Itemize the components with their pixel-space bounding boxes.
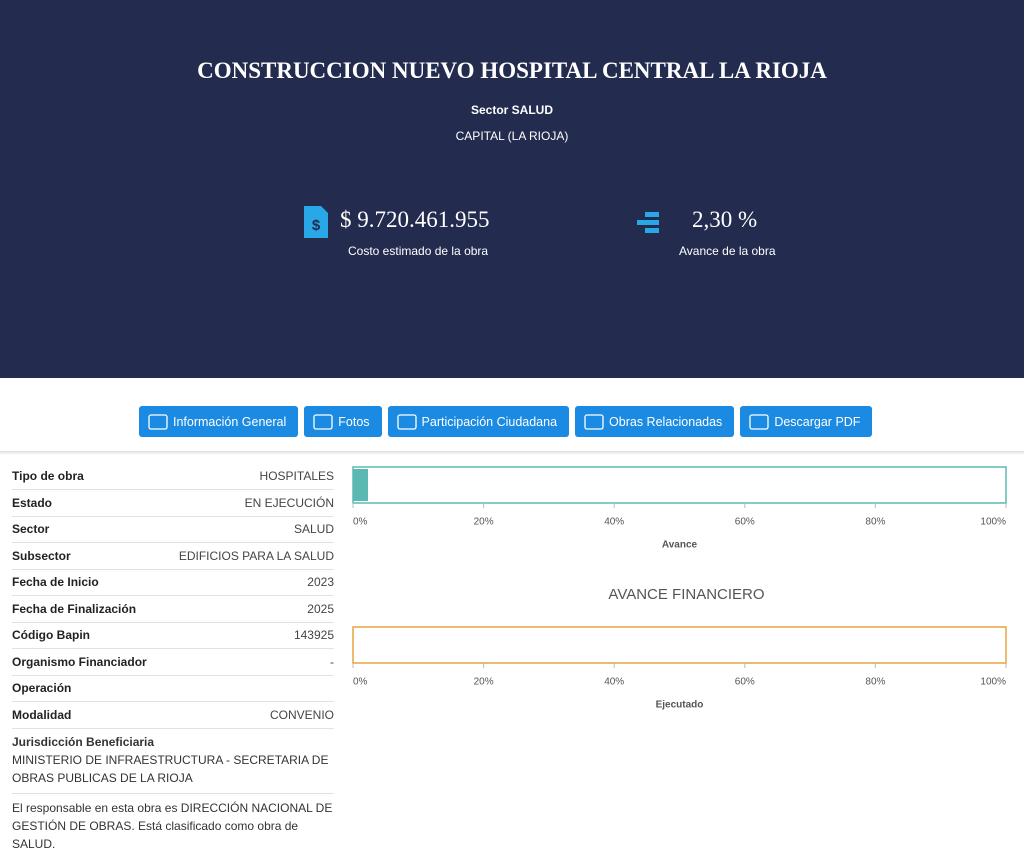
tab-button[interactable]: Obras Relacionadas <box>575 406 735 437</box>
x-tick-label: 80% <box>865 677 885 688</box>
detail-label: Fecha de Inicio <box>12 575 99 589</box>
bar-frame <box>352 626 1007 664</box>
project-title: CONSTRUCCION NUEVO HOSPITAL CENTRAL LA R… <box>197 58 827 83</box>
detail-row: Estado EN EJECUCIÓN <box>12 490 334 517</box>
jurisdiction: Jurisdicción Beneficiaria MINISTERIO DE … <box>12 733 334 794</box>
detail-row: Sector SALUD <box>12 516 334 543</box>
detail-value: SALUD <box>293 522 334 536</box>
x-tick-label: 100% <box>980 677 1006 688</box>
note: El responsable en esta obra es DIRECCIÓN… <box>12 801 333 851</box>
detail-label: Modalidad <box>12 707 72 722</box>
tab-icon <box>749 413 769 430</box>
detail-label: Código Bapin <box>12 628 90 642</box>
svg-text:$: $ <box>312 217 321 234</box>
detail-label: Fecha de Finalización <box>12 601 137 616</box>
tab-label: Información General <box>173 414 287 429</box>
detail-row: Código Bapin 143925 <box>12 622 334 649</box>
x-tick-label: 20% <box>474 517 494 528</box>
tab-label: Participación Ciudadana <box>421 414 558 429</box>
detail-row: Operación <box>12 675 334 702</box>
x-tick-label: 60% <box>735 677 755 688</box>
detail-label: Sector <box>12 522 50 536</box>
location: CAPITAL (LA RIOJA) <box>455 129 569 143</box>
separator <box>0 451 1024 455</box>
cost-label: Costo estimado de la obra <box>348 244 489 258</box>
sector: Sector SALUD <box>470 103 553 117</box>
x-tick-label: 20% <box>474 677 494 688</box>
progress-value: 2,30 % <box>692 207 758 232</box>
detail-value: 2023 <box>307 575 334 589</box>
detail-value: 2025 <box>307 601 334 616</box>
tab-label: Descargar PDF <box>774 414 861 429</box>
jurisdiction-value: MINISTERIO DE INFRAESTRUCTURA - SECRETAR… <box>12 753 329 785</box>
tab-icon <box>584 413 604 430</box>
detail-value: 143925 <box>293 628 334 642</box>
detail-label: Operación <box>12 681 72 695</box>
tab-label: Fotos <box>338 414 370 429</box>
x-tick-label: 60% <box>735 517 755 528</box>
detail-value: - <box>330 654 334 669</box>
x-tick-label: 100% <box>980 517 1006 528</box>
x-axis-label: Ejecutado <box>656 700 704 711</box>
detail-label: Organismo Financiador <box>12 654 147 669</box>
tab-icon <box>148 413 168 430</box>
header: CONSTRUCCION NUEVO HOSPITAL CENTRAL LA R… <box>0 0 1024 378</box>
x-tick-label: 0% <box>353 677 368 688</box>
detail-row: Fecha de Inicio 2023 <box>12 569 334 596</box>
bar <box>353 469 369 501</box>
tab-bar: Información General Fotos Participación Ci… <box>139 406 873 437</box>
tab-label: Obras Relacionadas <box>609 414 723 429</box>
detail-row: Organismo Financiador - <box>12 649 334 676</box>
detail-row: Tipo de obra HOSPITALES <box>12 463 334 490</box>
detail-value: EN EJECUCIÓN <box>244 495 334 510</box>
x-tick-label: 0% <box>353 517 368 528</box>
progress-icon <box>637 212 659 233</box>
tab-icon <box>313 413 333 430</box>
detail-label: Tipo de obra <box>12 469 84 483</box>
x-tick-label: 80% <box>865 517 885 528</box>
tab-button[interactable]: Fotos <box>304 406 382 437</box>
detail-label: Estado <box>12 495 53 510</box>
detail-row: Modalidad CONVENIO <box>12 702 334 729</box>
cost-icon: $ <box>304 206 328 238</box>
jurisdiction-label: Jurisdicción Beneficiaria <box>12 735 155 749</box>
tab-button[interactable]: Descargar PDF <box>740 406 873 437</box>
bar-frame <box>352 466 1007 504</box>
cost-value: $ 9.720.461.955 <box>340 207 490 232</box>
tab-icon <box>396 413 417 430</box>
detail-value: EDIFICIOS PARA LA SALUD <box>178 548 334 563</box>
tab-button[interactable]: Información General <box>139 406 299 437</box>
x-tick-label: 40% <box>604 677 624 688</box>
x-axis-label: Avance <box>662 540 698 551</box>
detail-value: HOSPITALES <box>259 469 334 483</box>
chart-title: AVANCE FINANCIERO <box>608 586 764 603</box>
progress-label: Avance de la obra <box>679 244 776 258</box>
detail-label: Subsector <box>12 548 71 563</box>
detail-row: Fecha de Finalización 2025 <box>12 596 334 623</box>
detail-value: CONVENIO <box>269 707 334 722</box>
x-tick-label: 40% <box>604 517 624 528</box>
detail-row: Subsector EDIFICIOS PARA LA SALUD <box>12 543 334 570</box>
tab-button[interactable]: Participación Ciudadana <box>387 406 570 437</box>
